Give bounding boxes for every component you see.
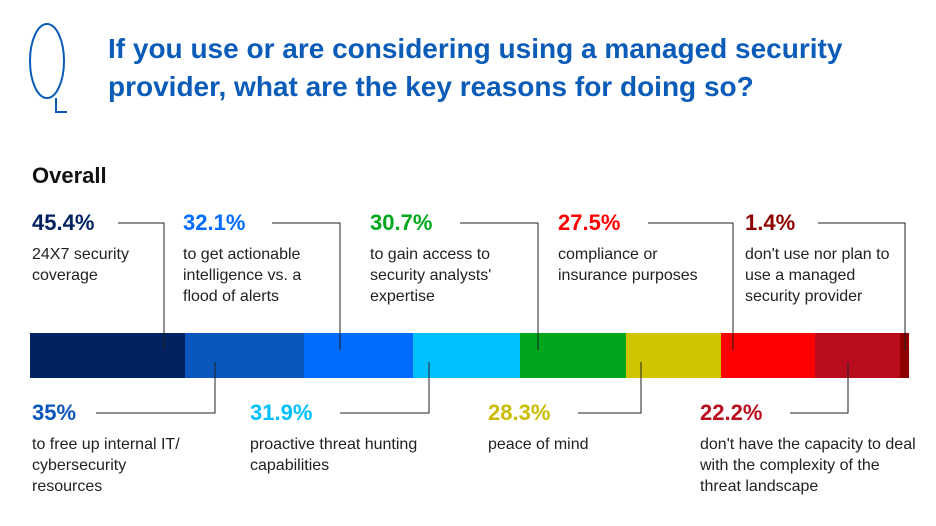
leader-line xyxy=(648,222,734,350)
leader-line xyxy=(96,362,216,414)
page-title: If you use or are considering using a ma… xyxy=(108,33,843,102)
reason-description: compliance or insurance purposes xyxy=(558,246,698,284)
reason-label: 30.7% to gain access to security analysts… xyxy=(370,210,520,307)
reason-description: peace of mind xyxy=(488,436,589,453)
bar-segment xyxy=(815,333,900,378)
bar-segment xyxy=(185,333,304,378)
reason-label: 22.2% don't have the capacity to deal wit… xyxy=(700,400,920,497)
leader-line xyxy=(578,362,642,414)
reason-percent: 27.5% xyxy=(558,210,621,235)
reason-description: 24X7 security coverage xyxy=(32,246,129,284)
stacked-bar xyxy=(30,333,909,378)
reason-percent: 45.4% xyxy=(32,210,95,235)
reason-description: don't use nor plan to use a managed secu… xyxy=(745,246,890,305)
reason-percent: 35% xyxy=(32,400,77,425)
reason-description: proactive threat hunting capabilities xyxy=(250,436,418,474)
section-heading: Overall xyxy=(32,163,107,188)
bar-segment xyxy=(413,333,520,378)
bar-segment xyxy=(30,333,185,378)
reason-percent: 32.1% xyxy=(183,210,246,235)
leader-line xyxy=(460,222,539,350)
bar-segment xyxy=(721,333,815,378)
leader-line xyxy=(272,222,341,350)
reason-percent: 1.4% xyxy=(745,210,796,235)
reason-label: 35% to free up internal IT/ cybersecurity… xyxy=(32,400,182,497)
reason-percent: 31.9% xyxy=(250,400,313,425)
reason-description: to get actionable intelligence vs. a flo… xyxy=(183,246,302,305)
reason-percent: 28.3% xyxy=(488,400,551,425)
leader-line xyxy=(340,362,430,414)
bar-segment xyxy=(900,333,909,378)
leader-line xyxy=(790,362,849,414)
reason-description: to free up internal IT/ cybersecurity re… xyxy=(32,436,180,495)
reason-percent: 22.2% xyxy=(700,400,763,425)
reason-description: don't have the capacity to deal with the… xyxy=(700,436,916,495)
reason-label: 27.5% compliance or insurance purposes xyxy=(558,210,728,286)
reason-description: to gain access to security analysts' exp… xyxy=(370,246,492,305)
bar-segment xyxy=(626,333,721,378)
leader-line xyxy=(118,222,165,350)
reason-label: 1.4% don't use nor plan to use a managed … xyxy=(745,210,895,307)
leader-line xyxy=(818,222,906,350)
bar-segment xyxy=(304,333,413,378)
reason-label: 31.9% proactive threat hunting capabiliti… xyxy=(250,400,420,476)
question-bubble-icon xyxy=(29,23,67,113)
reason-label: 45.4% 24X7 security coverage xyxy=(32,210,162,286)
reason-label: 28.3% peace of mind xyxy=(488,400,638,455)
reason-label: 32.1% to get actionable intelligence vs. … xyxy=(183,210,323,307)
reason-percent: 30.7% xyxy=(370,210,433,235)
